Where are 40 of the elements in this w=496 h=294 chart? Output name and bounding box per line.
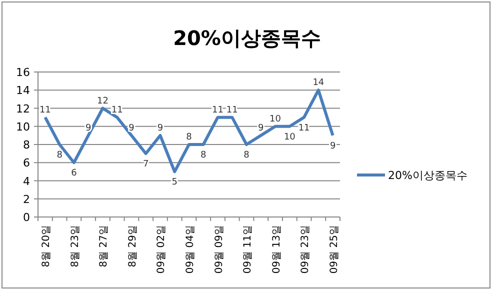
x-tick-label: 09월 04일 [185,225,196,274]
x-tick-label: 09월 23일 [300,225,312,274]
data-label: 11 [111,105,123,116]
y-tick-label: 16 [16,66,30,79]
chart-title: 20%이상종목수 [173,26,321,50]
x-tick-label: 09월 11일 [242,225,254,274]
x-tick-label: 09월 02일 [156,225,168,274]
data-label: 9 [85,123,92,134]
x-tick-label: 8월 27일 [98,225,110,268]
y-tick-label: 4 [23,174,30,188]
x-tick-label: 8월 29일 [127,225,138,268]
data-label: 11 [298,123,310,134]
legend-label: 20%이상종목수 [388,169,468,182]
data-label: 8 [56,150,63,160]
x-tick-label: 8월 23일 [70,225,81,268]
y-tick-label: 8 [23,138,30,152]
y-tick-label: 12 [16,102,30,116]
y-tick-label: 10 [16,120,30,134]
data-label: 14 [312,78,324,88]
x-tick-label: 09월 13일 [271,225,282,274]
x-tick-label: 09월 25일 [328,225,340,274]
y-tick-label: 14 [16,84,30,98]
data-label: 10 [270,114,282,124]
data-label: 6 [71,168,78,179]
data-label: 10 [284,132,296,142]
data-label: 9 [128,123,135,134]
x-tick-label: 09월 09일 [214,225,225,274]
data-label: 9 [157,123,164,134]
data-label: 8 [200,150,207,160]
data-label: 11 [226,105,238,116]
data-label: 8 [186,132,192,142]
data-label: 11 [39,105,51,116]
data-label: 9 [258,123,264,134]
data-label: 11 [212,105,224,116]
y-tick-label: 0 [23,211,30,224]
y-tick-label: 2 [23,192,30,206]
x-tick-label: 8월 20일 [41,225,52,268]
y-tick-label: 6 [23,156,30,170]
data-label: 12 [96,96,108,106]
data-label: 8 [244,150,250,160]
